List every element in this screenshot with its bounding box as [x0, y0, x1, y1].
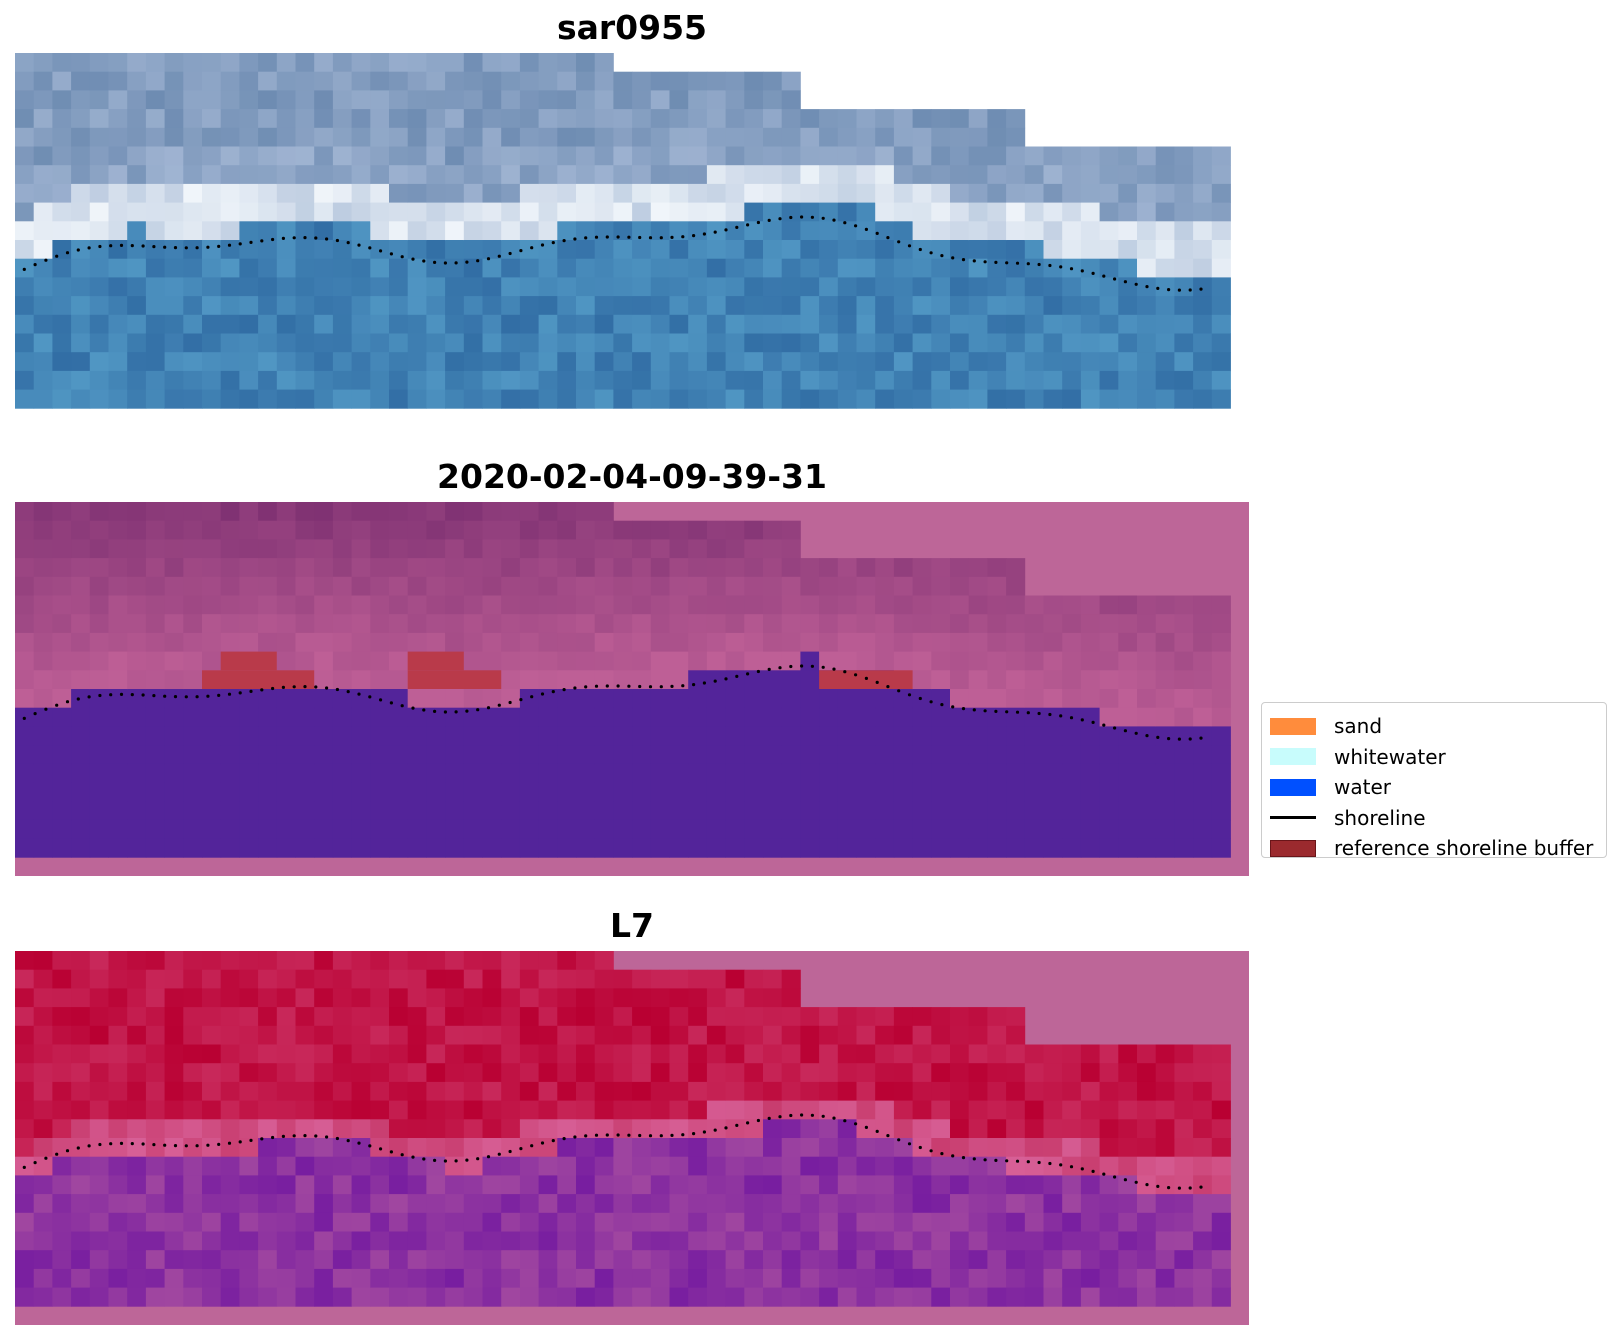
panel-title-index: L7	[610, 906, 654, 945]
shoreline-points	[22, 664, 1203, 741]
index-image-panel	[15, 951, 1249, 1325]
legend-item-whitewater: whitewater	[1270, 742, 1598, 773]
sand-swatch	[1270, 717, 1316, 735]
legend-label: water	[1334, 775, 1391, 800]
legend: sand whitewater water shoreline referenc…	[1261, 702, 1607, 860]
panel-title-rgb: sar0955	[556, 8, 708, 47]
panel-title-classified: 2020-02-04-09-39-31	[437, 457, 827, 496]
shoreline-points	[22, 215, 1203, 292]
legend-item-reference-buffer: reference shoreline buffer	[1270, 833, 1598, 864]
water-swatch	[1270, 778, 1316, 796]
shoreline-line-swatch	[1270, 816, 1316, 820]
legend-label: reference shoreline buffer	[1334, 836, 1594, 861]
legend-item-shoreline: shoreline	[1270, 803, 1598, 834]
legend-label: sand	[1334, 714, 1383, 739]
legend-item-water: water	[1270, 772, 1598, 803]
classified-image-panel	[15, 502, 1249, 876]
whitewater-swatch	[1270, 748, 1316, 766]
pixel-grid	[15, 53, 1231, 409]
legend-label: shoreline	[1334, 805, 1426, 830]
pixel-grid	[15, 502, 1231, 858]
reference-buffer-patches	[202, 651, 913, 689]
shoreline-points	[22, 1113, 1203, 1190]
legend-item-sand: sand	[1270, 711, 1598, 742]
pixel-grid	[15, 951, 1231, 1307]
reference-buffer-swatch	[1270, 839, 1316, 857]
rgb-image-panel	[15, 53, 1231, 409]
legend-label: whitewater	[1334, 744, 1446, 769]
